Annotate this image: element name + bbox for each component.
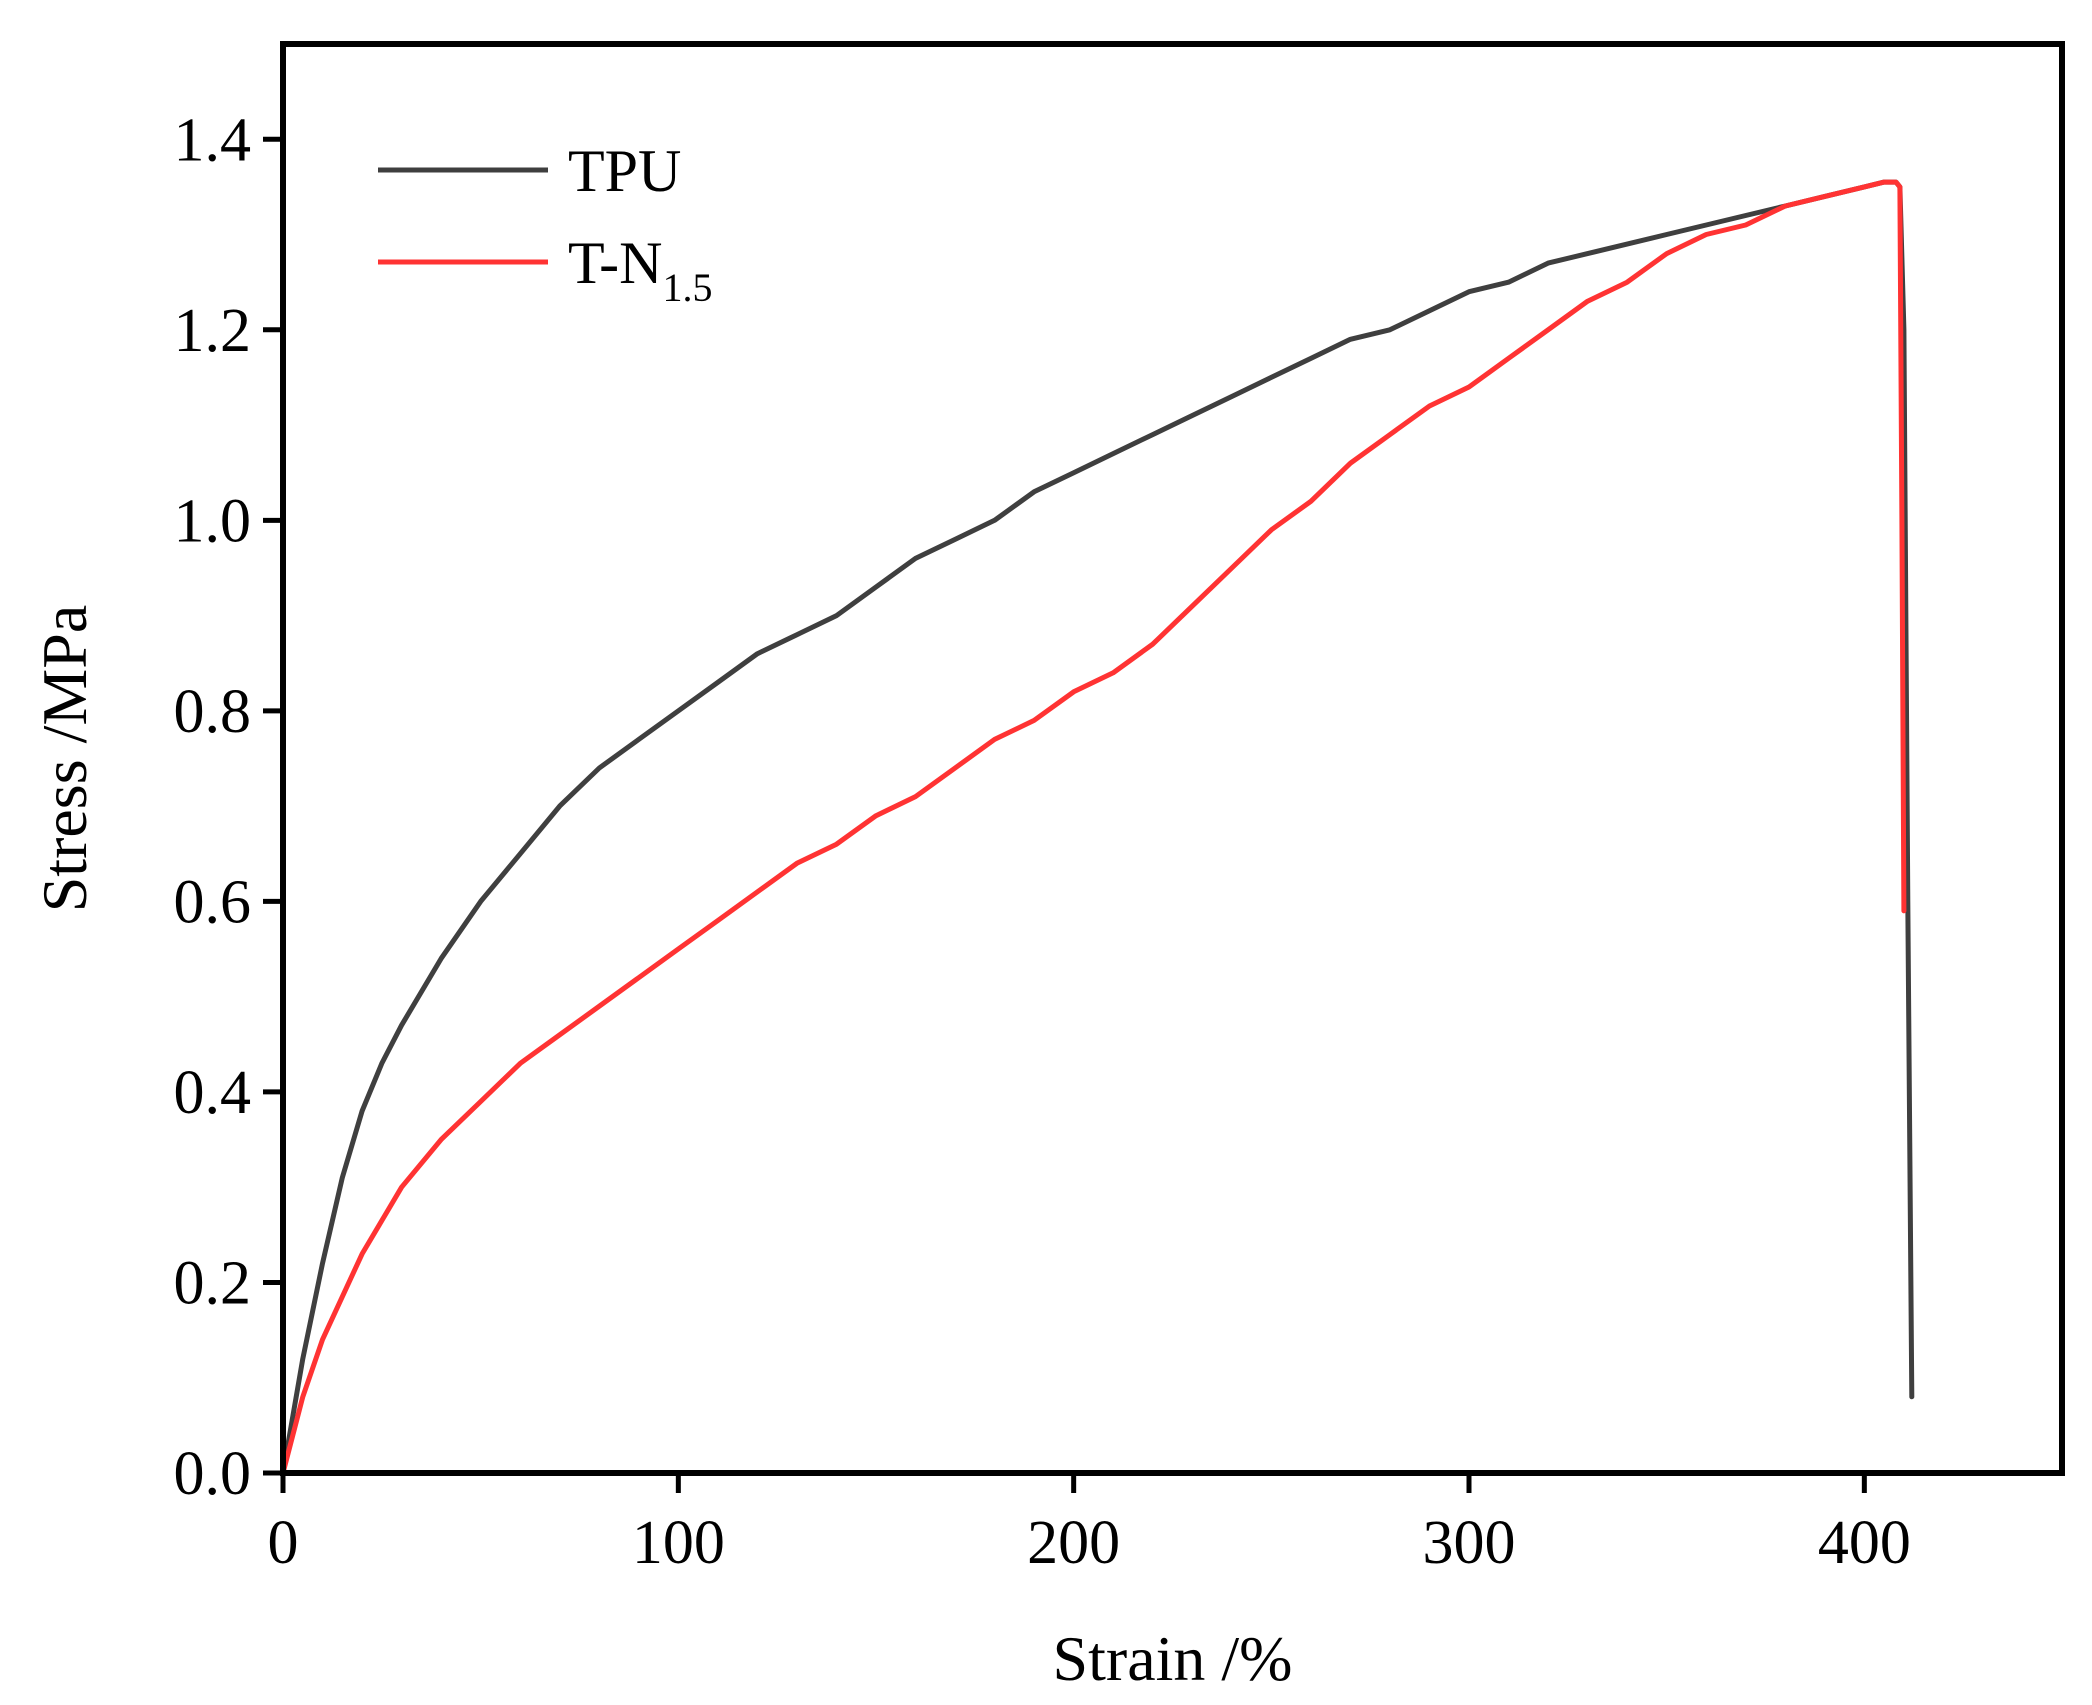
x-tick-label: 0: [268, 1509, 299, 1577]
legend-label-main: T-N: [568, 230, 662, 296]
tick-labels: 0 100 200 300 400 0.0 0.2 0.4 0.6 0.8 1.0 1.2 1.4: [174, 106, 1911, 1577]
x-axis-title: Strain /%: [1053, 1623, 1293, 1694]
y-tick-label: 0.6: [174, 868, 252, 936]
plot-frame: [280, 41, 2065, 1476]
legend-label-0: TPU: [568, 138, 681, 204]
y-tick-label: 0.0: [174, 1440, 252, 1508]
legend-label-subscript: 1.5: [662, 265, 712, 310]
y-tick-label: 1.0: [174, 487, 252, 555]
y-tick-label: 1.4: [174, 106, 252, 174]
x-tick-label: 400: [1818, 1509, 1911, 1577]
series-layer: [280, 179, 1915, 1476]
y-tick-label: 0.4: [174, 1059, 252, 1127]
y-tick-label: 0.8: [174, 678, 252, 746]
legend-label-1: T-N1.5: [568, 230, 712, 310]
axis-ticks: [263, 136, 1867, 1493]
legend: TPU T-N1.5: [378, 138, 712, 310]
y-axis-title: Stress /MPa: [29, 605, 100, 913]
y-tick-label: 1.2: [174, 297, 252, 365]
series-line-0: [280, 179, 1915, 1476]
x-tick-label: 100: [632, 1509, 725, 1577]
series-line-1: [280, 179, 1907, 1476]
legend-label-main: TPU: [568, 138, 681, 204]
y-tick-label: 0.2: [174, 1249, 252, 1317]
x-tick-label: 300: [1423, 1509, 1516, 1577]
x-tick-label: 200: [1027, 1509, 1120, 1577]
